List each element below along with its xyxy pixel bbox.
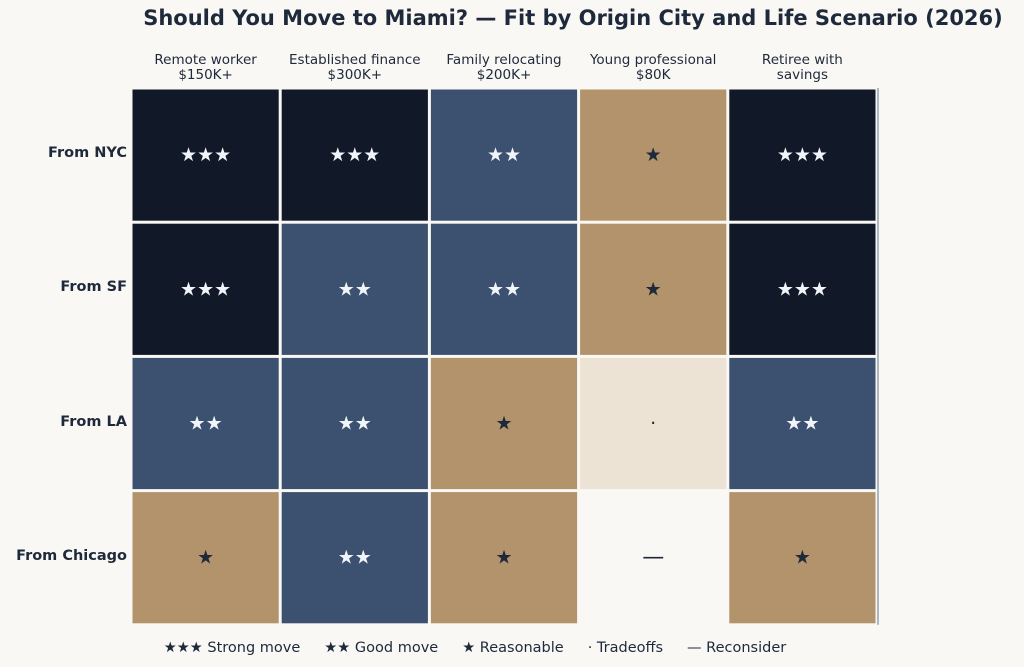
legend-item: ★★★ Strong move: [163, 640, 301, 656]
cell-rating-label: ★★★: [180, 278, 231, 300]
column-header-line2: $150K+: [178, 67, 233, 83]
column-header: Retiree with savings: [727, 53, 877, 83]
cell-rating-label: ★★★: [777, 144, 828, 166]
heatmap-cell: [281, 492, 428, 624]
column-header-line1: Retiree with: [761, 52, 843, 68]
heatmap-cell: [580, 89, 727, 221]
legend-item: ★ Reasonable: [462, 640, 564, 656]
heatmap-cell: [729, 223, 876, 355]
column-header-line2: $200K+: [476, 67, 532, 83]
chart-title: Should You Move to Miami? — Fit by Origi…: [143, 6, 1003, 30]
legend-item: · Tradeoffs: [587, 640, 664, 656]
heatmap-cell: [580, 357, 727, 490]
cell-rating-label: ★★★: [180, 144, 231, 166]
cell-rating-label: ★: [197, 547, 214, 569]
row-header: From Chicago: [16, 547, 127, 564]
column-header-line1: Established finance: [289, 52, 421, 68]
cell-rating-label: ·: [650, 413, 656, 435]
column-header-line1: Young professional: [589, 52, 717, 68]
cell-rating-label: ★★: [338, 547, 372, 569]
heatmap-cell: [580, 492, 727, 624]
heatmap-cell: [281, 89, 428, 221]
heatmap-cell: [281, 357, 428, 490]
cell-rating-label: ★★: [189, 413, 223, 435]
column-header-line1: Family relocating: [446, 52, 562, 68]
legend: ★★★ Strong move ★★ Good move ★ Reasonable ·…: [0, 640, 950, 656]
heatmap-cell: [132, 357, 279, 490]
legend-item: ★★ Good move: [324, 640, 439, 656]
heatmap-cell: [132, 89, 279, 221]
heatmap-cell: [430, 223, 578, 355]
column-header-line2: $80K: [635, 67, 671, 83]
heatmap-cell: [729, 492, 876, 624]
cell-rating-label: ★★: [338, 278, 372, 300]
heatmap-cell: [430, 89, 578, 221]
column-header-line2: $300K+: [327, 67, 383, 83]
cell-rating-label: ★★: [338, 413, 372, 435]
cell-rating-label: ★★: [487, 144, 521, 166]
cell-rating-label: ★★: [487, 278, 521, 300]
cell-rating-label: ★★★: [777, 278, 828, 300]
row-header: From SF: [60, 279, 127, 296]
column-header: Remote worker $150K+: [131, 53, 281, 83]
heatmap-cell: [132, 492, 279, 624]
cell-rating-label: —: [642, 545, 664, 570]
cell-rating-label: ★★★: [329, 144, 380, 166]
heatmap-cell: [430, 357, 578, 490]
legend-item: — Reconsider: [687, 640, 787, 656]
cell-rating-label: ★: [645, 144, 662, 166]
row-header: From NYC: [47, 145, 127, 162]
heatmap-cell: [132, 223, 279, 355]
column-header: Young professional $80K: [578, 53, 728, 83]
column-header: Family relocating $200K+: [429, 53, 579, 83]
column-header-line2: savings: [776, 67, 828, 83]
heatmap-cell: [729, 357, 876, 490]
row-header: From LA: [60, 413, 127, 430]
heatmap-cell: [580, 223, 727, 355]
cell-rating-label: ★: [495, 413, 512, 435]
column-header-line1: Remote worker: [154, 52, 257, 68]
heatmap-cell: [729, 89, 876, 221]
cell-rating-label: ★: [794, 547, 811, 569]
cell-rating-label: ★: [645, 278, 662, 300]
heatmap-cell: [281, 223, 428, 355]
heatmap-cell: [430, 492, 578, 624]
cell-rating-label: ★★: [785, 413, 819, 435]
cell-rating-label: ★: [495, 547, 512, 569]
column-header: Established finance $300K+: [280, 53, 430, 83]
